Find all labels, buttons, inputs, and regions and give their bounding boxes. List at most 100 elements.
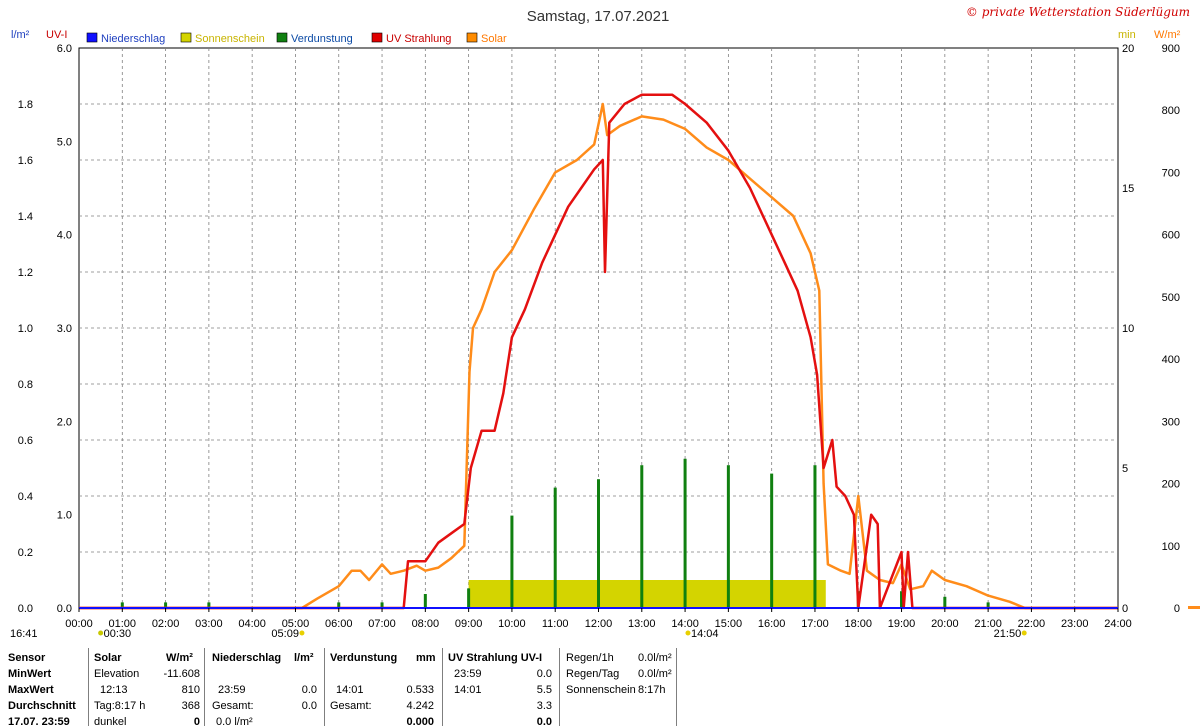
marker-dot-moonset (98, 630, 104, 636)
x-tick-5: 05:00 (282, 618, 310, 630)
x-tick-18: 18:00 (844, 618, 872, 630)
evap-heading: Verdunstung (330, 652, 398, 664)
x-tick-3: 03:00 (195, 618, 223, 630)
axis-label-rain: l/m² (11, 29, 30, 41)
evap-bar-12 (726, 465, 730, 608)
x-tick-4: 04:00 (238, 618, 266, 630)
axis-label-uv: UV-I (46, 29, 67, 41)
chart-canvas: Samstag, 17.07.2021 © private Wetterstat… (10, 5, 1200, 640)
uv-tick-4: 4.0 (57, 230, 72, 242)
axis-ticks: 00:00 01:00 02:00 03:00 04:00 05:00 06:00 07:00… (18, 43, 1180, 630)
evap-bar-10 (640, 465, 644, 608)
solar-value-3: 368 (181, 700, 200, 712)
evaporation-series (120, 458, 990, 608)
evap-value-4: 0.000 (406, 716, 434, 728)
uv-tick-2: 2.0 (57, 416, 72, 428)
rain-heading: Niederschlag (212, 652, 282, 664)
solar-value-4: 0 (193, 716, 200, 728)
copyright-text: © private Wetterstation Süderlügum (966, 5, 1190, 19)
rain-tick-8: 1.6 (18, 155, 33, 167)
solar-value-1: -11.608 (163, 668, 201, 680)
evap-unit: mm (416, 652, 436, 664)
rain-value-2: 0.0 (301, 684, 317, 696)
marker-dot-solar-noon (685, 630, 691, 636)
evap-bar-5 (423, 594, 427, 608)
evap-bar-16 (900, 591, 904, 608)
totals-value-1: 0.0l/m² (638, 652, 672, 664)
row-label-sensor: Sensor (8, 652, 46, 664)
rain-tick-1: 0.2 (18, 547, 33, 559)
solar-tick-9: 900 (1162, 43, 1180, 55)
grid (79, 48, 1118, 608)
evap-bar-1 (164, 602, 168, 608)
rain-value-4: 0.0 l/m² (216, 716, 253, 728)
legend-swatch-3 (371, 32, 383, 43)
rain-unit: l/m² (294, 652, 314, 664)
totals-label-3: Sonnenschein (566, 684, 636, 696)
evap-bar-0 (120, 602, 124, 608)
legend-swatch-2 (276, 32, 288, 43)
sun-tick-2: 10 (1122, 323, 1134, 335)
sun-tick-3: 15 (1122, 183, 1134, 195)
solar-unit: W/m² (166, 652, 193, 664)
legend-label-1: Sonnenschein (195, 33, 265, 45)
axis-label-sun: min (1118, 29, 1136, 41)
solar-tick-4: 400 (1162, 354, 1180, 366)
rain-label-2: 23:59 (218, 684, 246, 696)
x-tick-13: 13:00 (628, 618, 656, 630)
evap-bar-4 (380, 602, 384, 608)
uv-label-1: 23:59 (454, 668, 482, 680)
evap-bar-17 (943, 596, 947, 608)
solar-tick-1: 100 (1162, 541, 1180, 553)
solar-label-4: dunkel (94, 716, 127, 728)
solar-tick-3: 300 (1162, 416, 1180, 428)
x-tick-21: 21:00 (974, 618, 1002, 630)
solar-edge-mark (1188, 606, 1200, 609)
solar-label-1: Elevation (94, 668, 140, 680)
totals-value-3: 8:17h (638, 684, 666, 696)
legend-swatch-0 (86, 32, 98, 43)
statistics-panel: Sensor MinWert MaxWert Durchschnitt 17.0… (0, 648, 1200, 728)
solar-value-2: 810 (181, 684, 200, 696)
rain-tick-0: 0.0 (18, 603, 33, 615)
totals-label-1: Regen/1h (566, 652, 614, 664)
x-tick-15: 15:00 (715, 618, 743, 630)
sunshine-series (468, 580, 826, 608)
rain-tick-6: 1.2 (18, 267, 33, 279)
evap-value-3: 4.242 (406, 700, 434, 712)
evap-bar-8 (553, 487, 557, 608)
x-tick-2: 02:00 (152, 618, 180, 630)
sun-tick-1: 5 (1122, 463, 1128, 475)
sun-tick-4: 20 (1122, 43, 1134, 55)
solar-label-3: Tag:8:17 h (94, 700, 146, 712)
legend-swatch-1 (180, 32, 192, 43)
axis-label-solar: W/m² (1154, 29, 1181, 41)
x-tick-11: 11:00 (542, 618, 569, 630)
evap-label-2: 14:01 (336, 684, 364, 696)
totals-value-2: 0.0l/m² (638, 668, 672, 680)
solar-tick-5: 500 (1162, 292, 1180, 304)
uv-tick-1: 1.0 (57, 510, 72, 522)
rain-tick-5: 1.0 (18, 323, 33, 335)
rain-tick-9: 1.8 (18, 99, 33, 111)
x-tick-6: 06:00 (325, 618, 353, 630)
uv-tick-5: 5.0 (57, 136, 72, 148)
rain-label-3: Gesamt: (212, 700, 254, 712)
solar-tick-7: 700 (1162, 167, 1180, 179)
solar-label-2: 12:13 (100, 684, 128, 696)
x-tick-8: 08:00 (412, 618, 440, 630)
marker-dot-sunset (1021, 630, 1027, 636)
solar-tick-8: 800 (1162, 105, 1180, 117)
marker-sunset: 21:50 (994, 628, 1022, 640)
row-label-min: MinWert (8, 668, 52, 680)
uv-value-3: 3.3 (536, 700, 552, 712)
solar-tick-0: 0 (1174, 603, 1180, 615)
rain-tick-2: 0.4 (18, 491, 33, 503)
solar-tick-2: 200 (1162, 479, 1180, 491)
rain-value-3: 0.0 (301, 700, 317, 712)
sunshine-bar-0 (468, 580, 826, 608)
rain-tick-3: 0.6 (18, 435, 33, 447)
evap-bar-13 (770, 473, 774, 608)
x-tick-10: 10:00 (498, 618, 526, 630)
marker-sunrise: 05:09 (271, 628, 299, 640)
